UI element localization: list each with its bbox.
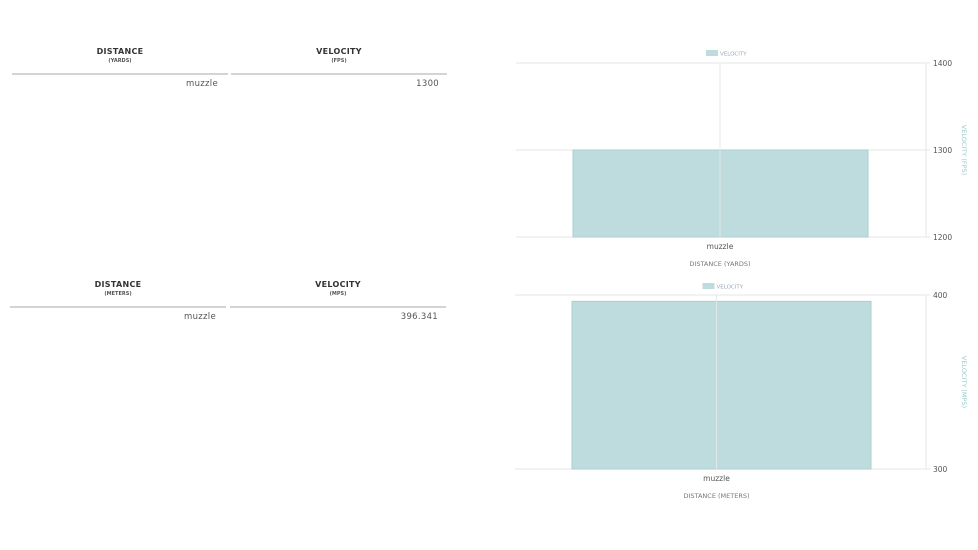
y-axis-title: VELOCITY (MPS) — [960, 356, 968, 408]
y-axis-title: VELOCITY (FPS) — [960, 125, 968, 175]
x-tick-label: muzzle — [703, 474, 730, 483]
bar — [571, 300, 872, 470]
y-tick-label: 1400 — [933, 59, 952, 68]
header-unit: (FPS) — [331, 58, 347, 64]
header-title: DISTANCE — [96, 47, 144, 56]
x-tick-label: muzzle — [707, 242, 734, 251]
table-cell: 396.341 — [400, 312, 438, 322]
legend-label: VELOCITY — [720, 52, 747, 58]
y-tick-label: 1300 — [933, 146, 952, 155]
distance-header: DISTANCE (YARDS) — [12, 45, 228, 75]
table-cell: 1300 — [416, 79, 439, 89]
y-tick-label: 1200 — [933, 233, 952, 242]
y-tick-label: 400 — [933, 291, 948, 300]
legend-swatch — [702, 283, 715, 289]
table-cell: muzzle — [186, 79, 218, 89]
header-title: DISTANCE — [94, 280, 142, 289]
velocity-header: VELOCITY (MPS) — [230, 278, 446, 308]
distance-header: DISTANCE (METERS) — [10, 278, 226, 308]
legend-swatch — [706, 50, 718, 56]
header-unit: (YARDS) — [108, 58, 132, 64]
table-cell: muzzle — [184, 312, 216, 322]
header-unit: (MPS) — [329, 291, 347, 297]
header-title: VELOCITY — [315, 280, 361, 289]
header-title: VELOCITY — [316, 47, 362, 56]
x-axis-title: DISTANCE (YARDS) — [689, 260, 750, 268]
y-tick-label: 300 — [933, 465, 948, 474]
legend-label: VELOCITY — [717, 285, 744, 291]
x-axis-title: DISTANCE (METERS) — [683, 492, 749, 500]
header-unit: (METERS) — [104, 291, 132, 297]
velocity-header: VELOCITY (FPS) — [231, 45, 447, 75]
